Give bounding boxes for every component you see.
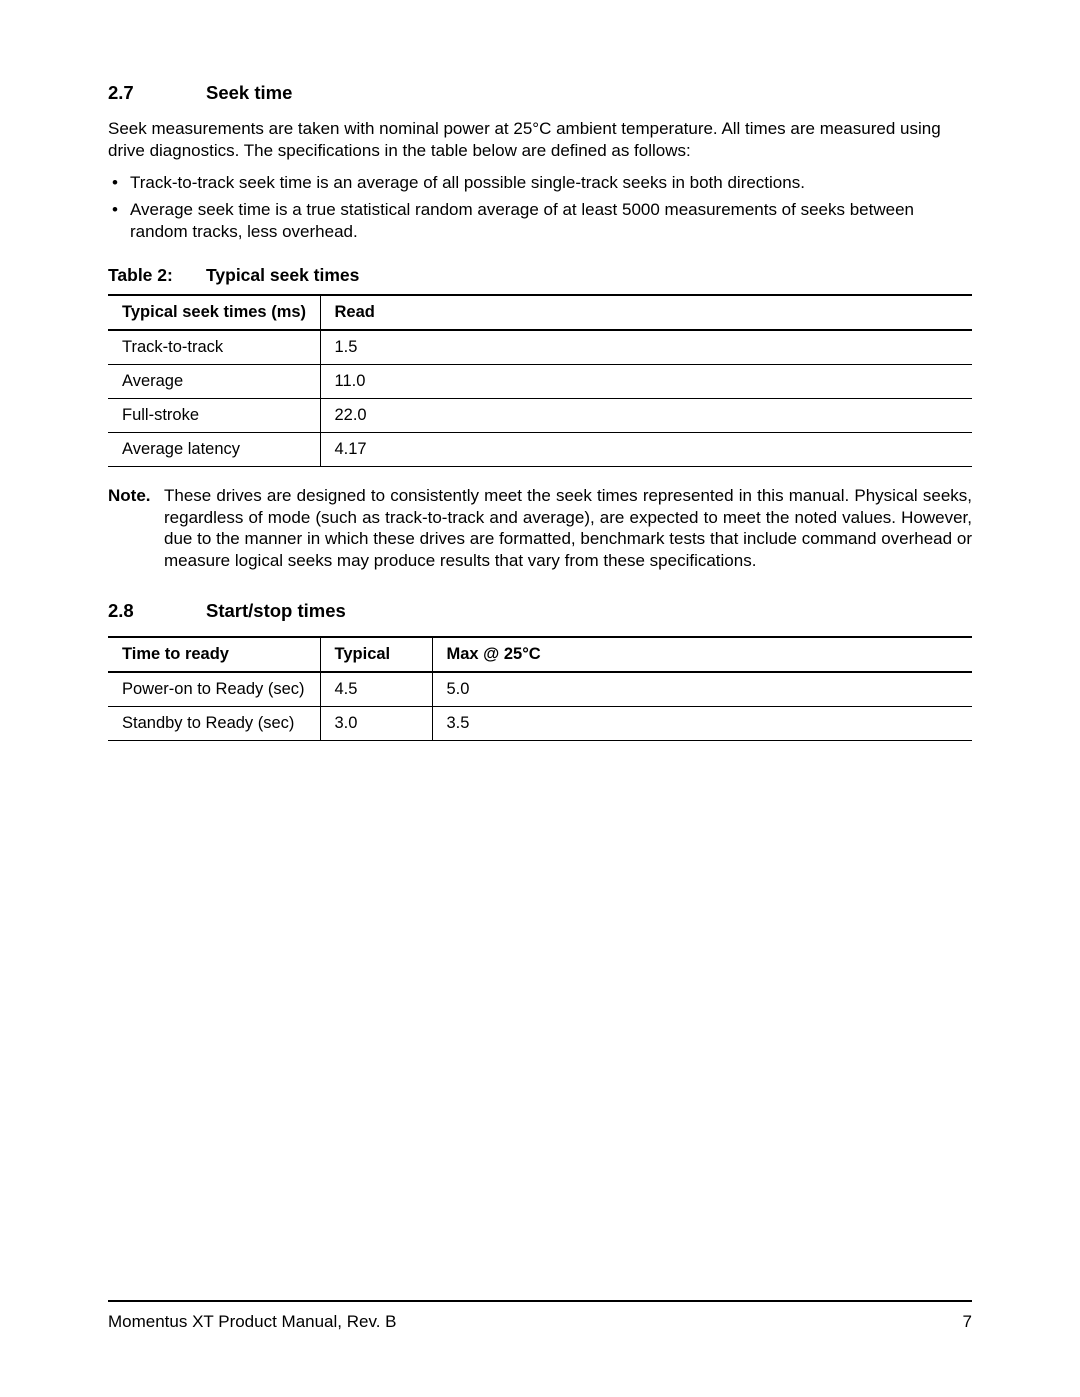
table-cell: 11.0 (320, 364, 972, 398)
table-cell: 4.17 (320, 432, 972, 466)
section-28-heading: 2.8 Start/stop times (108, 600, 972, 622)
table-header: Typical (320, 637, 432, 672)
bullet-item: Average seek time is a true statistical … (108, 199, 972, 243)
table-cell: 5.0 (432, 672, 972, 707)
table-row: Average 11.0 (108, 364, 972, 398)
section-number: 2.7 (108, 82, 206, 104)
note-label: Note. (108, 485, 164, 572)
table-cell: Track-to-track (108, 330, 320, 365)
section-number: 2.8 (108, 600, 206, 622)
table-header: Typical seek times (ms) (108, 295, 320, 330)
footer-left: Momentus XT Product Manual, Rev. B (108, 1312, 397, 1332)
page-footer: Momentus XT Product Manual, Rev. B 7 (108, 1300, 972, 1332)
section-27-heading: 2.7 Seek time (108, 82, 972, 104)
section-title: Seek time (206, 82, 292, 104)
table-header: Time to ready (108, 637, 320, 672)
section-27-bullets: Track-to-track seek time is an average o… (108, 172, 972, 243)
table-cell: Full-stroke (108, 398, 320, 432)
table-cell: Power-on to Ready (sec) (108, 672, 320, 707)
footer-page-number: 7 (963, 1312, 972, 1332)
table-row: Full-stroke 22.0 (108, 398, 972, 432)
table-caption-title: Typical seek times (206, 265, 359, 286)
table-2-caption: Table 2: Typical seek times (108, 265, 972, 286)
table-header: Max @ 25°C (432, 637, 972, 672)
note-block: Note. These drives are designed to consi… (108, 485, 972, 572)
section-title: Start/stop times (206, 600, 346, 622)
table-row: Time to ready Typical Max @ 25°C (108, 637, 972, 672)
table-row: Power-on to Ready (sec) 4.5 5.0 (108, 672, 972, 707)
table-cell: Standby to Ready (sec) (108, 706, 320, 740)
page-content: 2.7 Seek time Seek measurements are take… (108, 82, 972, 759)
table-cell: 3.0 (320, 706, 432, 740)
bullet-item: Track-to-track seek time is an average o… (108, 172, 972, 194)
table-cell: 1.5 (320, 330, 972, 365)
table-3: Time to ready Typical Max @ 25°C Power-o… (108, 636, 972, 741)
table-2: Typical seek times (ms) Read Track-to-tr… (108, 294, 972, 467)
section-27-intro: Seek measurements are taken with nominal… (108, 118, 972, 162)
table-cell: 4.5 (320, 672, 432, 707)
table-caption-number: Table 2: (108, 265, 206, 286)
table-cell: Average (108, 364, 320, 398)
table-row: Typical seek times (ms) Read (108, 295, 972, 330)
table-row: Track-to-track 1.5 (108, 330, 972, 365)
table-row: Standby to Ready (sec) 3.0 3.5 (108, 706, 972, 740)
table-cell: 3.5 (432, 706, 972, 740)
note-text: These drives are designed to consistentl… (164, 485, 972, 572)
table-row: Average latency 4.17 (108, 432, 972, 466)
footer-rule (108, 1300, 972, 1302)
table-header: Read (320, 295, 972, 330)
table-cell: Average latency (108, 432, 320, 466)
table-cell: 22.0 (320, 398, 972, 432)
footer-row: Momentus XT Product Manual, Rev. B 7 (108, 1312, 972, 1332)
